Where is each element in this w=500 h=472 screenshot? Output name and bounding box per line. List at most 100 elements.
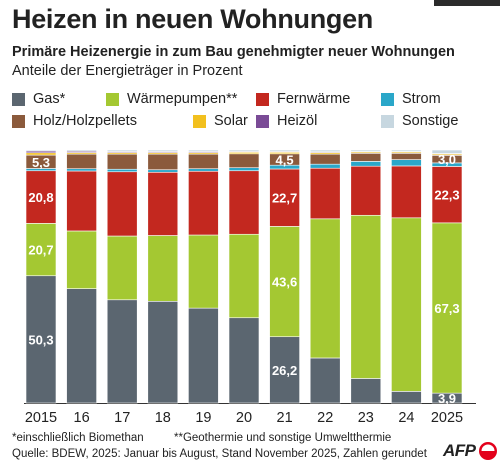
bar-gas-19 — [188, 307, 219, 404]
legend-label-gas: Gas* — [33, 91, 66, 107]
bar-holz-24 — [391, 152, 422, 160]
data-label-waermepumpen-21: 43,6 — [272, 275, 297, 290]
bar-waermepumpen-19 — [188, 234, 219, 309]
bar-holz-18 — [147, 153, 179, 171]
x-tick-label-18: 18 — [155, 410, 171, 426]
bar-holz-16 — [66, 153, 97, 170]
legend-label-sonstige: Sonstige — [402, 113, 459, 129]
legend-item-solar: Solar — [193, 112, 248, 130]
bar-fernwaerme-23 — [350, 165, 382, 216]
data-label-fernwaerme-2025: 22,3 — [434, 188, 459, 203]
data-label-waermepumpen-2015: 20,7 — [28, 243, 53, 258]
bar-gas-22 — [309, 357, 341, 404]
legend-swatch-waermepumpen — [106, 92, 119, 106]
x-tick-label-20: 20 — [236, 410, 252, 426]
legend-swatch-holz — [12, 114, 25, 128]
bar-fernwaerme-24 — [391, 165, 422, 219]
bar-sonstige-18 — [147, 149, 179, 152]
bar-strom-18 — [147, 169, 179, 173]
bar-gas-18 — [147, 300, 179, 404]
data-label-holz-21: 4,5 — [276, 152, 294, 167]
legend-label-waermepumpen: Wärmepumpen** — [127, 91, 238, 107]
bar-waermepumpen-23 — [350, 214, 382, 379]
bar-holz-23 — [350, 152, 382, 162]
afp-logo-icon — [478, 442, 497, 460]
bar-strom-16 — [66, 168, 97, 172]
bar-gas-23 — [350, 378, 382, 404]
x-tick-label-23: 23 — [358, 410, 374, 426]
afp-logo: AFP — [443, 441, 498, 461]
legend-swatch-sonstige — [381, 114, 394, 128]
bar-fernwaerme-22 — [309, 167, 341, 220]
source-note: Quelle: BDEW, 2025: Januar bis August, S… — [12, 448, 427, 460]
bar-sonstige-16 — [66, 149, 97, 152]
bar-waermepumpen-18 — [147, 235, 179, 302]
bar-waermepumpen-22 — [309, 218, 341, 359]
bar-holz-20 — [228, 153, 260, 169]
bar-strom-23 — [350, 161, 382, 167]
chart-title: Heizen in neuen Wohnungen — [12, 4, 373, 34]
top-bar — [434, 0, 500, 6]
legend-item-sonstige: Sonstige — [381, 112, 458, 130]
bar-holz-19 — [188, 153, 219, 170]
bar-fernwaerme-21 — [269, 168, 300, 227]
bar-waermepumpen-17 — [106, 235, 138, 301]
bar-sonstige-2025 — [431, 149, 463, 154]
legend-item-strom: Strom — [381, 90, 441, 108]
x-tick-label-16: 16 — [74, 410, 90, 426]
bar-sonstige-23 — [350, 149, 382, 152]
legend-item-gas: Gas* — [12, 90, 65, 108]
data-label-gas-21: 26,2 — [272, 363, 297, 378]
legend-swatch-fernwaerme — [256, 92, 269, 106]
chart-subtitle-unit: Anteile der Energieträger in Prozent — [12, 63, 243, 79]
legend-item-heizoel: Heizöl — [256, 112, 317, 130]
footnote-biomethan: *einschließlich Biomethan — [12, 432, 144, 444]
afp-logo-text: AFP — [443, 441, 476, 460]
bar-gas-24 — [391, 391, 422, 404]
bar-gas-20 — [228, 317, 260, 404]
legend-label-holz: Holz/Holzpellets — [33, 113, 137, 129]
bar-strom-24 — [391, 159, 422, 167]
data-label-gas-2025: 3,9 — [438, 391, 456, 406]
legend-swatch-strom — [381, 92, 394, 106]
bar-solar-2015 — [25, 152, 57, 156]
bar-waermepumpen-16 — [66, 230, 97, 289]
bar-fernwaerme-16 — [66, 170, 97, 232]
data-label-waermepumpen-2025: 67,3 — [434, 301, 459, 316]
bar-strom-19 — [188, 168, 219, 172]
bar-sonstige-22 — [309, 149, 341, 153]
x-tick-label-2015: 2015 — [25, 410, 57, 426]
bar-fernwaerme-19 — [188, 170, 219, 236]
bar-waermepumpen-24 — [391, 217, 422, 392]
legend-item-holz: Holz/Holzpellets — [12, 112, 137, 130]
bar-gas-2015 — [25, 275, 57, 404]
x-tick-label-21: 21 — [277, 410, 293, 426]
legend-label-strom: Strom — [402, 91, 441, 107]
bar-sonstige-20 — [228, 149, 260, 152]
legend-label-fernwaerme: Fernwärme — [277, 91, 351, 107]
bar-holz-22 — [309, 153, 341, 165]
x-tick-label-22: 22 — [317, 410, 333, 426]
x-tick-label-24: 24 — [398, 410, 414, 426]
bar-fernwaerme-20 — [228, 170, 260, 235]
legend-label-solar: Solar — [214, 113, 248, 129]
bar-fernwaerme-2025 — [431, 166, 463, 224]
legend-swatch-solar — [193, 114, 206, 128]
bar-waermepumpen-21 — [269, 226, 300, 338]
bar-waermepumpen-20 — [228, 233, 260, 319]
bar-waermepumpen-2015 — [25, 223, 57, 277]
legend-item-fernwaerme: Fernwärme — [256, 90, 350, 108]
data-label-holz-2015: 5,3 — [32, 155, 50, 170]
data-label-holz-2025: 3,0 — [438, 152, 456, 167]
footnote-umweltthermie: **Geothermie und sonstige Umweltthermie — [174, 432, 392, 444]
bar-fernwaerme-18 — [147, 171, 179, 236]
bar-gas-17 — [106, 299, 138, 404]
bar-sonstige-17 — [106, 149, 138, 152]
bar-gas-21 — [269, 336, 300, 404]
x-tick-label-17: 17 — [114, 410, 130, 426]
chart-subtitle: Primäre Heizenergie in zum Bau genehmigt… — [12, 44, 455, 60]
data-label-fernwaerme-21: 22,7 — [272, 191, 297, 206]
data-label-fernwaerme-2015: 20,8 — [28, 190, 53, 205]
x-tick-label-2025: 2025 — [431, 410, 463, 426]
